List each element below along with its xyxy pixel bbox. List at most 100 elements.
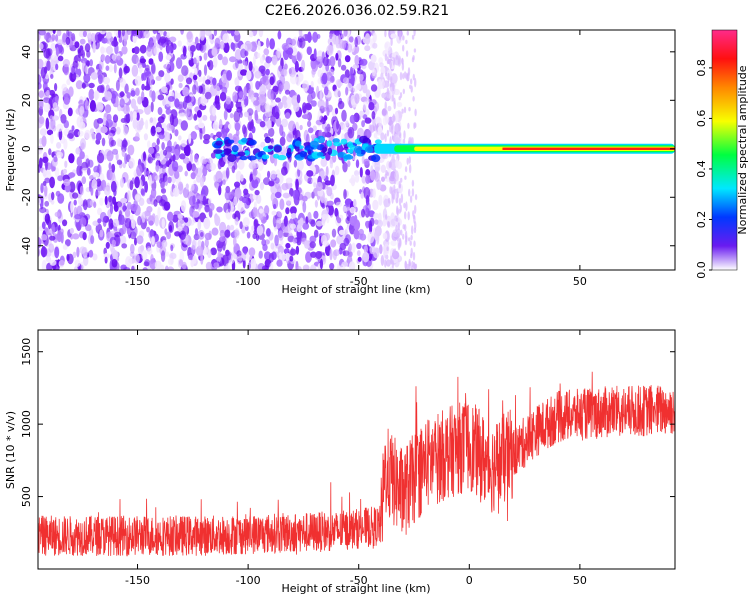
spectrogram-blob (406, 30, 409, 36)
spectrogram-blob (191, 184, 195, 191)
spectrogram-blob (413, 122, 416, 130)
spectrogram-blob (317, 99, 325, 109)
spectrogram-blob (362, 101, 368, 111)
spectrogram-blob (319, 89, 323, 102)
spectrogram-blob (378, 194, 383, 206)
spectrogram-blob (391, 259, 395, 269)
spectrogram-blob (283, 101, 288, 109)
spectrogram-blob (336, 234, 344, 245)
spectrogram-blob (129, 180, 134, 191)
spectrogram-blob (115, 152, 119, 161)
spectrogram-blob (268, 252, 274, 263)
spectrogram-blob (111, 40, 119, 47)
spectrogram-blob (230, 101, 234, 109)
spectrogram-blob (135, 194, 141, 201)
spectrogram-blob (169, 84, 173, 91)
spectrogram-blob (103, 253, 111, 259)
spectrogram-blob (180, 139, 187, 148)
spectrogram-blob (51, 223, 55, 236)
spectrogram-blob (75, 147, 81, 155)
spectrogram-blob (326, 106, 330, 116)
spectrogram-blob (382, 116, 388, 126)
spec-ytick-label: -40 (20, 237, 33, 255)
spectrogram-blob (408, 237, 411, 242)
spectrogram-blob (408, 156, 411, 164)
spectrogram-blob (113, 63, 117, 74)
spectrogram-blob (44, 169, 51, 175)
spectrogram-blob (243, 98, 248, 106)
cbar-tick-label: 0.4 (695, 160, 708, 178)
spectrogram-blob (372, 199, 379, 211)
spectrogram-blob (292, 128, 298, 140)
spectrogram-blob (102, 76, 111, 85)
spectrogram-blob (160, 250, 166, 263)
spectrogram-blob (163, 149, 167, 156)
spectrogram-blob (276, 259, 283, 267)
spectrogram-blob (278, 251, 283, 261)
spectrogram-blob (78, 197, 83, 206)
spectrogram-blob (324, 180, 332, 186)
spectrogram-blob (147, 73, 154, 86)
spectrogram-blob (349, 66, 353, 77)
spectrogram-blob (266, 228, 271, 237)
spectrogram-blob (121, 243, 128, 249)
spectrogram-blob (161, 86, 168, 94)
spectrogram-blob (180, 120, 188, 131)
spectrogram-blob (101, 54, 106, 62)
spectrogram-blob (104, 104, 112, 114)
spectrogram-blob (204, 232, 212, 241)
spectrogram-blob (323, 86, 329, 96)
spectrogram-blob (395, 224, 398, 233)
spectrogram-blob (370, 217, 375, 227)
spectrogram-blob (281, 43, 289, 51)
spectrogram-blob (281, 166, 288, 176)
spectrogram-blob (414, 194, 418, 201)
spectrogram-blob (296, 51, 301, 61)
spectrogram-blob (166, 31, 170, 39)
spectrogram-blob (81, 176, 87, 185)
spectrogram-blob (283, 80, 291, 92)
spectrogram-blob (315, 220, 323, 227)
spectrogram-blob (139, 44, 147, 54)
spectrogram-blob (199, 30, 206, 41)
spectrogram-blob (267, 89, 274, 100)
spectrogram-blob (276, 47, 281, 59)
spectrogram-blob (95, 132, 102, 141)
spectrogram-blob (370, 54, 377, 63)
spectrogram-blob (385, 214, 388, 220)
spectrogram-blob (99, 165, 103, 175)
colorbar-label: Normalized spectral amplitude (736, 65, 749, 234)
spectrogram-blob (234, 216, 239, 226)
spectrogram-blob (369, 246, 376, 255)
spectrogram-blob (204, 83, 210, 91)
spectrogram-blob (347, 43, 353, 53)
ridge-blob (343, 154, 354, 160)
spectrogram-blob (393, 97, 396, 105)
spectrogram-blob (385, 259, 391, 267)
spectrogram-blob (190, 131, 197, 140)
spectrogram-blob (219, 119, 223, 130)
spectrogram-blob (242, 258, 246, 269)
ridge-blob (371, 154, 381, 163)
spectrogram-blob (48, 148, 52, 156)
spectrogram-blob (54, 167, 60, 178)
spectrogram-blob (219, 229, 226, 239)
spectrogram-blob (96, 101, 104, 113)
spectrogram-blob (259, 121, 266, 128)
spectrogram-blob (282, 192, 290, 199)
spectrogram-blob (400, 177, 403, 183)
spectrogram-blob (315, 251, 323, 259)
spectrogram-blob (301, 195, 308, 202)
spectrogram-blob (335, 52, 339, 61)
spectrogram-blob (289, 187, 294, 197)
spectrogram-blob (389, 76, 393, 84)
spectrogram-blob (144, 64, 150, 72)
spectrogram-blob (100, 126, 108, 134)
spectrogram-blob (172, 187, 180, 197)
spectrogram-blob (168, 257, 174, 266)
spectrogram-blob (135, 56, 140, 66)
spectrogram-blob (279, 136, 286, 146)
spectrogram-blob (219, 40, 225, 50)
spectrogram-blob (339, 39, 345, 49)
spectrogram-blob (382, 49, 389, 57)
